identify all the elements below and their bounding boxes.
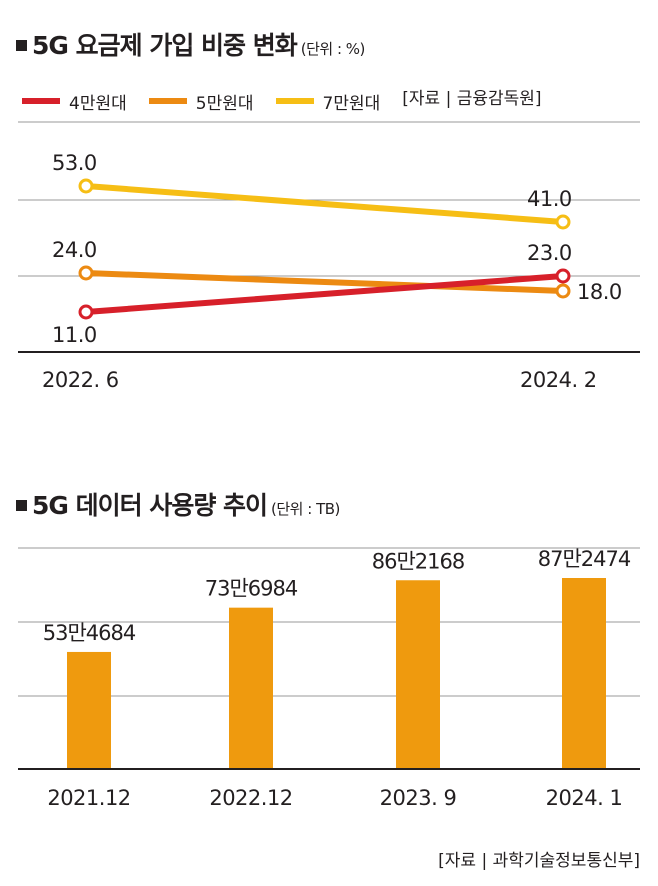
chart2-title-text: 5G 데이터 사용량 추이	[32, 491, 268, 520]
data-label: 18.0	[577, 280, 622, 304]
title-square-icon	[16, 40, 27, 51]
chart1-unit: (단위 : %)	[300, 40, 366, 58]
bar	[396, 580, 440, 769]
x-tick-label: 2024. 2	[520, 368, 597, 392]
data-point	[78, 178, 94, 194]
x-tick-label: 2023. 9	[380, 786, 457, 810]
bar	[67, 651, 111, 769]
x-tick-label: 2022.12	[209, 786, 292, 810]
chart1-title: 5G 요금제 가입 비중 변화 (단위 : %)	[16, 26, 365, 62]
legend-label: 4만원대	[69, 93, 127, 114]
x-tick-label: 2022. 6	[42, 368, 119, 392]
legend-item: 5만원대	[148, 89, 254, 114]
bar-value-label: 53만4684	[43, 621, 136, 645]
legend-item: 4만원대	[22, 89, 127, 114]
bar-value-label: 87만2474	[538, 547, 631, 571]
x-tick-label: 2021.12	[47, 786, 130, 810]
data-label: 41.0	[527, 187, 572, 211]
chart1-source: [자료 | 금융감독원]	[402, 89, 542, 109]
chart1-legend: 4만원대 5만원대 7만원대 [자료 | 금융감독원]	[22, 84, 542, 114]
line-chart: 11.0 23.0 24.0 18.0 53.0 41.0 2022. 6 2024. 2	[18, 121, 640, 392]
data-point	[555, 268, 571, 284]
legend-label: 7만원대	[322, 93, 381, 114]
bar-value-label: 73만6984	[205, 577, 298, 601]
data-label: 53.0	[52, 151, 97, 175]
legend-swatch	[148, 98, 187, 104]
chart2-unit: (단위 : TB)	[271, 500, 340, 518]
legend-swatch	[22, 98, 60, 104]
chart1-title-text: 5G 요금제 가입 비중 변화	[32, 31, 298, 60]
x-tick-label: 2024. 1	[546, 786, 623, 810]
legend-label: 5만원대	[195, 93, 254, 114]
data-label: 24.0	[52, 238, 97, 262]
data-point	[78, 265, 94, 281]
title-square-icon	[16, 500, 27, 511]
data-label: 11.0	[52, 323, 97, 347]
data-point	[555, 214, 571, 230]
legend-swatch	[275, 98, 314, 104]
bar	[562, 578, 606, 769]
series-line	[83, 270, 566, 294]
chart2-title: 5G 데이터 사용량 추이 (단위 : TB)	[16, 486, 340, 522]
series-line	[83, 183, 566, 225]
data-point	[555, 283, 571, 299]
series-line	[83, 273, 566, 315]
chart2-source: [자료 | 과학기술정보통신부]	[438, 851, 640, 871]
bar-value-label: 86만2168	[372, 549, 465, 573]
data-label: 23.0	[527, 241, 572, 265]
bar	[229, 607, 273, 769]
data-point	[78, 304, 94, 320]
legend-item: 7만원대	[275, 89, 381, 114]
